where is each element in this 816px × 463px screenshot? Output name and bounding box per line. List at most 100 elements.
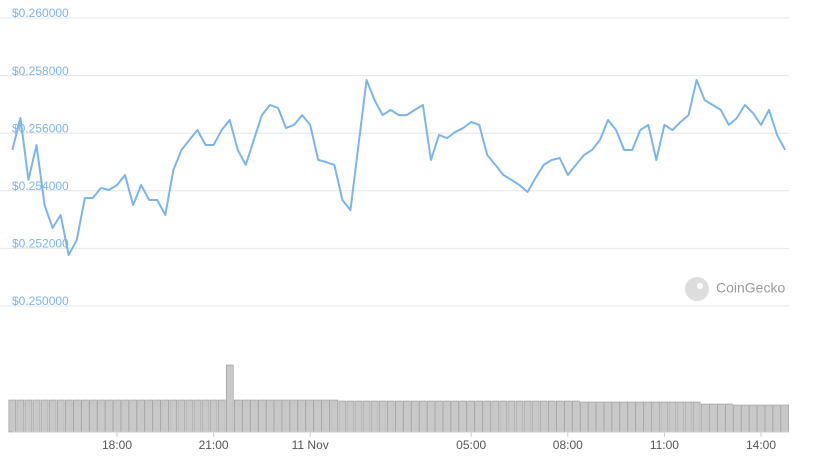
volume-bar xyxy=(435,400,443,433)
y-tick-label: $0.256000 xyxy=(12,121,69,135)
volume-bar xyxy=(507,400,516,433)
volume-bar xyxy=(64,399,73,433)
volume-bar xyxy=(97,399,105,433)
volume-bar xyxy=(403,400,411,433)
volume-bar xyxy=(515,400,524,433)
volume-bar xyxy=(81,399,89,433)
x-tick-label: 18:00 xyxy=(102,438,132,452)
volume-bar xyxy=(749,404,757,433)
volume-bar xyxy=(652,401,661,433)
volume-bar xyxy=(73,399,81,433)
volume-bar xyxy=(362,400,371,433)
volume-bar xyxy=(580,401,588,433)
volume-bar xyxy=(56,399,65,433)
volume-bar xyxy=(443,400,451,433)
volume-bar xyxy=(692,401,701,433)
volume-bar xyxy=(225,364,234,433)
volume-bar xyxy=(588,401,596,433)
volume-bar xyxy=(177,399,186,433)
volume-bar xyxy=(121,399,129,433)
volume-bar xyxy=(282,399,290,433)
volume-bar xyxy=(370,400,379,433)
volume-bar xyxy=(242,399,250,433)
volume-bar xyxy=(660,401,669,433)
volume-bar xyxy=(48,399,57,433)
x-tick-label: 14:00 xyxy=(746,438,776,452)
volume-bar xyxy=(209,399,218,433)
y-tick-label: $0.250000 xyxy=(12,294,69,308)
price-line xyxy=(11,78,787,257)
volume-bar xyxy=(773,404,781,433)
volume-bar xyxy=(298,399,306,433)
volume-bar xyxy=(757,404,765,433)
volume-bar xyxy=(467,400,475,433)
volume-bar xyxy=(781,404,789,433)
x-tick-label: 05:00 xyxy=(456,438,486,452)
x-tick-label: 11:00 xyxy=(650,438,679,452)
y-tick-label: $0.252000 xyxy=(12,237,69,251)
volume-bar xyxy=(612,401,620,433)
x-tick-label: 21:00 xyxy=(199,438,229,452)
volume-bar xyxy=(684,401,693,433)
volume-bar xyxy=(523,400,532,433)
volume-bar xyxy=(676,401,685,433)
volume-bar xyxy=(547,400,556,433)
volume-bar xyxy=(725,403,733,433)
volume-bar xyxy=(451,400,459,433)
volume-bar xyxy=(153,399,161,433)
volume-bar xyxy=(137,399,145,433)
plot: $0.250000 $0.252000 $0.254000 $0.256000 $0.2… xyxy=(0,6,789,452)
x-tick-label: 08:00 xyxy=(553,438,583,452)
volume-bar xyxy=(628,401,636,433)
volume-bar xyxy=(620,401,628,433)
volume-bar xyxy=(596,401,604,433)
volume-bar xyxy=(419,400,427,433)
watermark: CoinGecko xyxy=(685,277,785,301)
volume-bar xyxy=(185,399,194,433)
volume-bar xyxy=(556,400,564,433)
volume-bar xyxy=(386,400,395,433)
volume-bar xyxy=(572,400,580,433)
volume-bar xyxy=(499,400,508,433)
volume-bar xyxy=(395,400,403,433)
volume-bar xyxy=(169,399,178,433)
volume-bar xyxy=(40,399,49,433)
volume-bar xyxy=(274,399,282,433)
volume-bar xyxy=(113,399,121,433)
volume-bar xyxy=(427,400,435,433)
volume-bar xyxy=(411,400,419,433)
volume-bar xyxy=(217,399,226,433)
volume-bar xyxy=(258,399,266,433)
volume-bar xyxy=(346,400,355,433)
volume-bar xyxy=(741,404,749,433)
volume-bar xyxy=(700,403,709,433)
volume-bar xyxy=(161,399,170,433)
volume-bar xyxy=(564,400,572,433)
volume-bar xyxy=(250,399,258,433)
volume-bar xyxy=(604,401,612,433)
watermark-icon-eye xyxy=(697,283,703,289)
volume-bar xyxy=(105,399,113,433)
volume-bar xyxy=(201,399,210,433)
volume-bar xyxy=(531,400,540,433)
volume-bar xyxy=(16,399,25,433)
volume-bar xyxy=(765,404,773,433)
volume-bar xyxy=(32,399,41,433)
volume-bar xyxy=(290,399,298,433)
y-tick-label: $0.254000 xyxy=(12,179,69,193)
volume-bar xyxy=(24,399,33,433)
volume-bar xyxy=(234,399,242,433)
volume-bar xyxy=(338,400,347,433)
volume-bar xyxy=(733,404,741,433)
volume-bar xyxy=(539,400,548,433)
volume-bar xyxy=(491,400,500,433)
volume-bar xyxy=(8,399,17,433)
watermark-icon xyxy=(685,277,709,301)
watermark-text: CoinGecko xyxy=(716,280,785,296)
volume-bar xyxy=(378,400,387,433)
volume-bar xyxy=(193,399,202,433)
volume-bar xyxy=(322,399,331,433)
volume-bar xyxy=(145,399,153,433)
volume-bar xyxy=(314,399,322,433)
